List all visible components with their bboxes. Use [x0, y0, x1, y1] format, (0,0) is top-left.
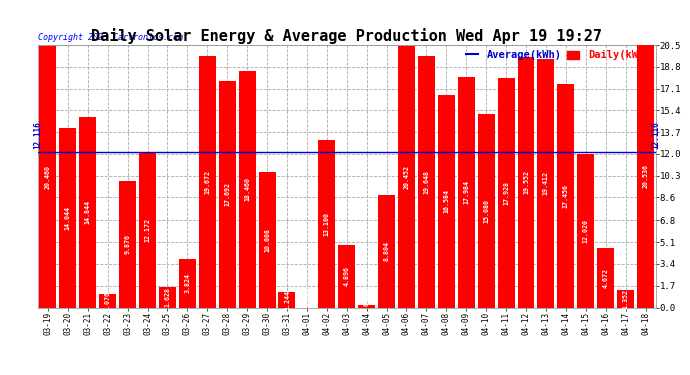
Text: 1.628: 1.628: [164, 287, 170, 307]
Text: 3.824: 3.824: [184, 273, 190, 293]
Bar: [338, 245, 355, 308]
Text: 1.076: 1.076: [105, 291, 110, 310]
Text: 14.044: 14.044: [65, 206, 71, 230]
Bar: [578, 154, 594, 308]
Text: 1.352: 1.352: [622, 289, 629, 309]
Text: 12.116: 12.116: [651, 121, 660, 148]
Bar: [279, 292, 295, 308]
Text: 12.172: 12.172: [144, 217, 150, 242]
Bar: [358, 305, 375, 308]
Text: 4.672: 4.672: [602, 268, 609, 288]
Text: 10.608: 10.608: [264, 228, 270, 252]
Bar: [418, 56, 435, 308]
Bar: [518, 57, 535, 308]
Text: 19.552: 19.552: [523, 170, 529, 194]
Text: 17.456: 17.456: [563, 184, 569, 208]
Text: 20.460: 20.460: [45, 165, 51, 189]
Title: Daily Solar Energy & Average Production Wed Apr 19 19:27: Daily Solar Energy & Average Production …: [91, 28, 602, 44]
Bar: [538, 59, 554, 308]
Bar: [179, 258, 196, 308]
Bar: [457, 77, 475, 308]
Legend: Average(kWh), Daily(kWh): Average(kWh), Daily(kWh): [466, 50, 650, 60]
Text: 17.984: 17.984: [463, 180, 469, 204]
Text: 19.672: 19.672: [204, 170, 210, 194]
Text: 13.100: 13.100: [324, 211, 330, 236]
Bar: [477, 114, 495, 308]
Text: 4.896: 4.896: [344, 266, 350, 286]
Bar: [398, 46, 415, 308]
Bar: [159, 286, 176, 308]
Bar: [259, 172, 275, 308]
Text: 16.584: 16.584: [444, 189, 449, 213]
Text: 17.692: 17.692: [224, 182, 230, 206]
Text: 12.020: 12.020: [583, 219, 589, 243]
Text: 18.460: 18.460: [244, 177, 250, 201]
Text: 19.648: 19.648: [424, 170, 429, 194]
Bar: [119, 181, 136, 308]
Text: 1.244: 1.244: [284, 290, 290, 309]
Text: 20.452: 20.452: [404, 165, 409, 189]
Bar: [637, 45, 654, 308]
Text: 0.000: 0.000: [304, 286, 310, 306]
Text: 20.536: 20.536: [642, 164, 649, 188]
Text: 8.804: 8.804: [384, 241, 390, 261]
Bar: [497, 78, 515, 308]
Bar: [617, 290, 634, 308]
Bar: [438, 95, 455, 308]
Text: 9.876: 9.876: [125, 234, 130, 254]
Text: Copyright 2023 Cartronics.com: Copyright 2023 Cartronics.com: [38, 33, 183, 42]
Text: 0.212: 0.212: [364, 286, 370, 306]
Bar: [39, 45, 57, 308]
Text: 19.412: 19.412: [543, 171, 549, 195]
Text: 17.928: 17.928: [503, 181, 509, 205]
Text: 12.116: 12.116: [33, 121, 43, 148]
Bar: [598, 248, 614, 308]
Bar: [318, 140, 335, 308]
Text: 15.080: 15.080: [483, 199, 489, 223]
Bar: [59, 128, 77, 308]
Bar: [199, 56, 216, 308]
Bar: [99, 294, 116, 308]
Text: 14.844: 14.844: [85, 201, 91, 225]
Bar: [558, 84, 574, 308]
Bar: [378, 195, 395, 308]
Bar: [239, 71, 255, 308]
Bar: [219, 81, 236, 308]
Bar: [139, 152, 156, 308]
Bar: [79, 117, 96, 308]
